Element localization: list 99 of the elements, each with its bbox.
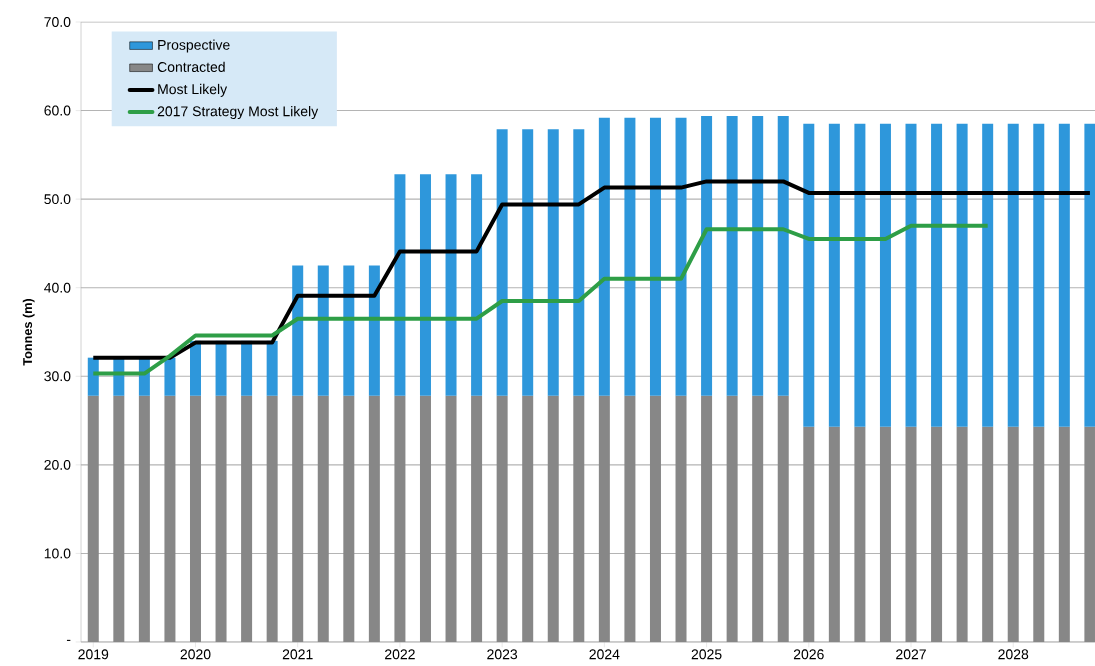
bar [292,395,304,642]
bar [675,117,687,396]
bar [164,395,176,642]
bar [1058,426,1070,642]
x-tick-label: 2023 [487,649,518,660]
bar [905,123,917,427]
legend-label: Prospective [158,39,230,53]
bar [445,395,457,642]
bar [87,357,99,396]
y-tick-label: 60.0 [44,105,71,116]
bar [1058,123,1070,427]
y-tick-label: 30.0 [44,371,71,382]
bar [215,395,227,642]
bar [777,395,789,642]
bar [956,426,968,642]
bar [1007,123,1019,427]
y-tick-label: 70.0 [44,17,71,27]
bar [982,123,994,427]
bar [394,395,406,642]
y-tick-label: 40.0 [44,282,71,293]
bar [752,115,764,396]
bar [905,426,917,642]
bar [726,115,738,396]
bar [317,265,329,396]
bar [879,426,891,642]
bar [419,174,431,396]
bar [752,395,764,642]
bar [828,426,840,642]
x-tick-label: 2024 [589,649,620,660]
bar [317,395,329,642]
bar [726,395,738,642]
bar [266,340,278,396]
x-tick-label: 2026 [793,649,824,660]
bar [266,395,278,642]
bar [343,395,355,642]
x-tick-label: 2025 [691,649,722,660]
bar [879,123,891,427]
bar [982,426,994,642]
x-tick-label: 2021 [282,649,313,660]
x-tick-label: 2020 [180,649,211,660]
bar [471,174,483,396]
y-axis-title: Tonnes (m) [22,298,35,366]
bar [1033,123,1045,427]
bar [828,123,840,427]
bar [649,117,661,396]
bar [624,117,636,396]
bar [1084,123,1095,427]
bar [777,115,789,396]
bar [547,395,559,642]
bar [368,395,380,642]
bar [87,395,99,642]
legend-label: Contracted [157,61,225,72]
bar [471,395,483,642]
y-tick-label: - [66,639,71,641]
legend-label: Most Likely [158,83,228,97]
bar [113,395,125,642]
bar [854,426,866,642]
bar [496,129,508,396]
bar [241,395,253,642]
bar [189,395,201,642]
bar [624,395,636,642]
bar [931,123,943,427]
bar [522,395,534,642]
bar [803,123,815,427]
bar [419,395,431,642]
bar [368,265,380,396]
bar [803,426,815,642]
bar [649,395,661,642]
x-tick-label: 2019 [78,649,109,660]
bar [598,395,610,642]
bar [701,115,713,396]
y-tick-label: 20.0 [44,459,71,470]
y-tick-label: 50.0 [44,194,71,205]
bar [1033,426,1045,642]
x-tick-label: 2027 [896,649,926,660]
bar [1084,426,1095,642]
legend-label: 2017 Strategy Most Likely [157,106,319,120]
bar [445,174,457,396]
bar [496,395,508,642]
bar [931,426,943,642]
bar [394,174,406,396]
bar [956,123,968,427]
bar [292,265,304,396]
bar [138,395,150,642]
x-tick-label: 2028 [998,649,1029,660]
bar [189,340,201,396]
bar [854,123,866,427]
bar [1007,426,1019,642]
bar [573,395,585,642]
bar [675,395,687,642]
bar [343,265,355,396]
x-tick-label: 2022 [385,649,415,660]
y-tick-label: 10.0 [44,548,71,559]
bar [522,129,534,396]
bar [701,395,713,642]
bar [598,117,610,396]
bar [547,129,559,396]
bar [573,129,585,396]
bar [164,357,176,396]
